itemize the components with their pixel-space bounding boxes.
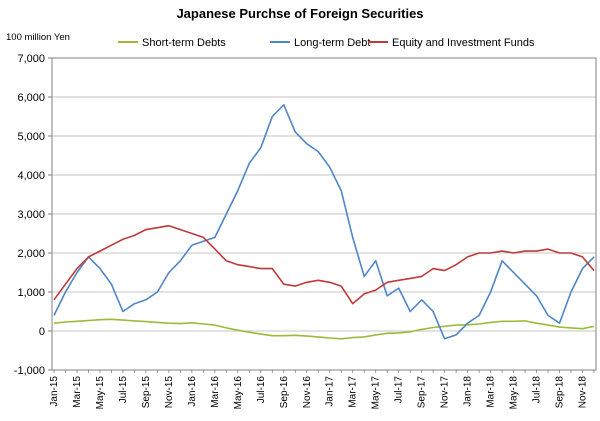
y-axis-ticks: -1,000 0 1,000 2,000 3,000 4,000 5,000 6,000 7,0… xyxy=(14,53,52,377)
legend-label-0: Short-term Debts xyxy=(142,37,226,49)
x-tick-label: Jan-15 xyxy=(49,376,60,407)
x-tick-label: Mar-16 xyxy=(210,376,221,408)
x-tick-label: Nov-16 xyxy=(302,376,313,409)
legend-label-1: Long-term Debt xyxy=(294,37,370,49)
series-line-2 xyxy=(53,224,595,305)
plot-area-border xyxy=(51,57,597,371)
x-tick-label: Jan-17 xyxy=(325,376,336,407)
series-lines xyxy=(53,104,595,340)
x-tick-label: Sep-18 xyxy=(555,376,566,409)
x-tick-label: Sep-15 xyxy=(141,376,152,409)
x-tick-label: Mar-17 xyxy=(348,376,359,408)
series-line-1 xyxy=(53,104,595,340)
y-tick-label: 6,000 xyxy=(17,92,45,104)
x-tick-label: Jul-15 xyxy=(118,376,129,404)
y-tick-label: -1,000 xyxy=(14,365,45,377)
x-tick-label: Jul-18 xyxy=(532,376,543,404)
y-tick-label: 7,000 xyxy=(17,53,45,65)
x-tick-label: Sep-16 xyxy=(279,376,290,409)
x-tick-label: May-15 xyxy=(95,376,106,410)
x-tick-label: Sep-17 xyxy=(417,376,428,409)
y-tick-label: 4,000 xyxy=(17,170,45,182)
y-tick-label: 3,000 xyxy=(17,209,45,221)
x-axis-ticks: Jan-15 Mar-15 May-15 Jul-15 Sep-15 Nov-15 Jan-… xyxy=(49,370,595,410)
x-tick-label: Jul-17 xyxy=(394,376,405,404)
chart-legend: Short-term Debts Long-term Debt Equity and… xyxy=(118,37,535,49)
x-tick-label: Nov-17 xyxy=(440,376,451,409)
y-tick-label: 1,000 xyxy=(17,287,45,299)
x-tick-label: May-17 xyxy=(371,376,382,410)
x-tick-label: Jan-18 xyxy=(463,376,474,407)
chart-title: Japanese Purchse of Foreign Securities xyxy=(176,6,423,21)
x-tick-label: May-16 xyxy=(233,376,244,410)
x-tick-label: May-18 xyxy=(509,376,520,410)
x-tick-label: Nov-18 xyxy=(578,376,589,409)
x-tick-label: Mar-18 xyxy=(486,376,497,408)
x-tick-label: Jul-16 xyxy=(256,376,267,404)
y-tick-label: 0 xyxy=(39,326,45,338)
legend-label-2: Equity and Investment Funds xyxy=(392,37,535,49)
y-tick-label: 5,000 xyxy=(17,131,45,143)
x-tick-label: Nov-15 xyxy=(164,376,175,409)
x-tick-label: Mar-15 xyxy=(72,376,83,408)
series-line-0 xyxy=(53,318,595,340)
gridlines xyxy=(52,57,596,371)
x-tick-label: Jan-16 xyxy=(187,376,198,407)
y-axis-unit-label: 100 million Yen xyxy=(6,32,70,43)
y-tick-label: 2,000 xyxy=(17,248,45,260)
